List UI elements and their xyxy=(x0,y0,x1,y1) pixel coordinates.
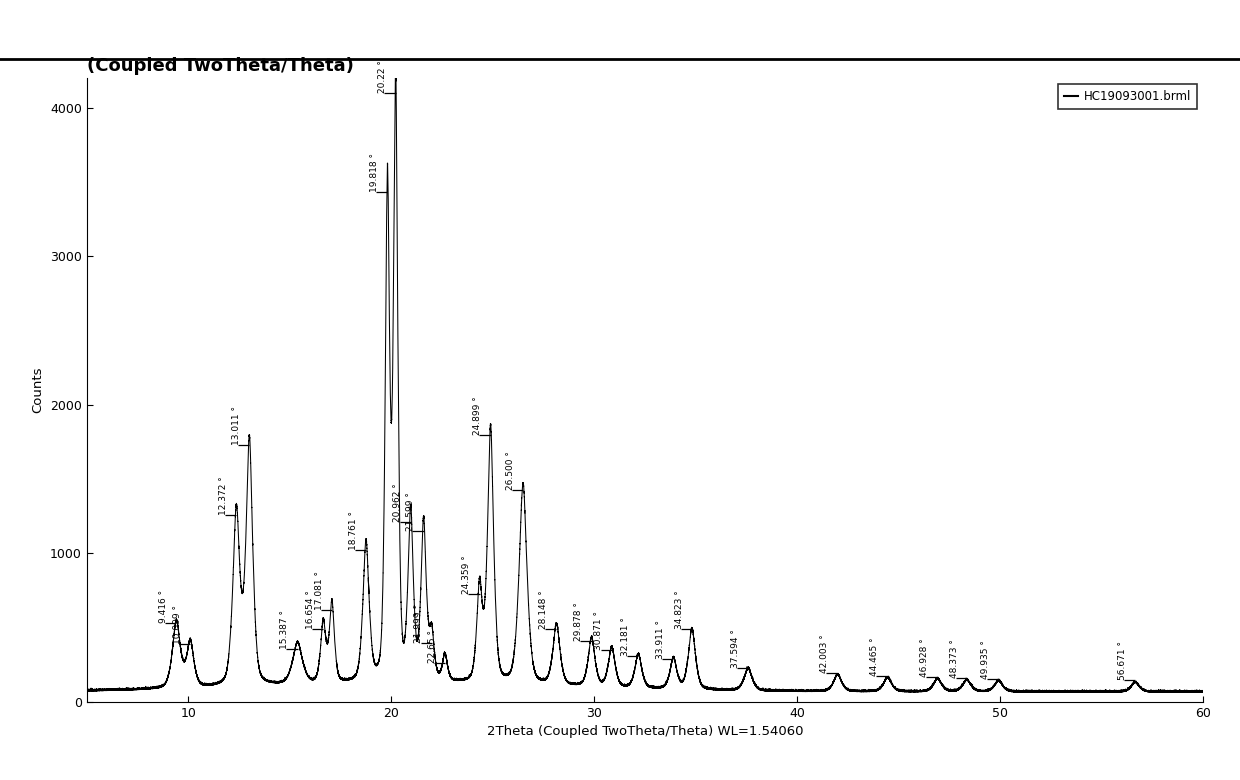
Text: 37.594 °: 37.594 ° xyxy=(730,629,740,668)
Text: 15.387 °: 15.387 ° xyxy=(280,609,289,648)
Text: 49.935 °: 49.935 ° xyxy=(981,640,991,679)
Text: 17.081 °: 17.081 ° xyxy=(315,571,324,610)
Text: 46.928 °: 46.928 ° xyxy=(920,638,929,677)
Text: 18.761 °: 18.761 ° xyxy=(348,512,357,551)
Text: 24.359 °: 24.359 ° xyxy=(463,555,471,594)
Text: 56.671 °: 56.671 ° xyxy=(1118,641,1127,680)
Text: 20.22 °: 20.22 ° xyxy=(378,60,387,93)
Text: 10.099 °: 10.099 ° xyxy=(174,605,182,644)
Text: 13.011 °: 13.011 ° xyxy=(232,406,241,445)
Text: 16.654 °: 16.654 ° xyxy=(306,590,315,629)
Legend: HC19093001.brml: HC19093001.brml xyxy=(1058,84,1197,108)
Text: 44.465 °: 44.465 ° xyxy=(870,637,879,676)
Text: 22.65 °: 22.65 ° xyxy=(428,630,436,663)
Text: 34.823 °: 34.823 ° xyxy=(675,590,683,629)
Text: 42.003 °: 42.003 ° xyxy=(821,634,830,673)
Text: 20.962 °: 20.962 ° xyxy=(393,484,403,523)
Text: 24.899 °: 24.899 ° xyxy=(474,395,482,434)
Text: 12.372 °: 12.372 ° xyxy=(219,476,228,515)
Text: 30.871 °: 30.871 ° xyxy=(594,611,604,650)
Text: 21.999 °: 21.999 ° xyxy=(414,604,423,643)
Text: 28.148 °: 28.148 ° xyxy=(539,590,548,629)
Text: 48.373 °: 48.373 ° xyxy=(950,640,959,679)
Text: (Coupled TwoTheta/Theta): (Coupled TwoTheta/Theta) xyxy=(87,57,353,75)
Text: 29.878 °: 29.878 ° xyxy=(574,602,583,641)
Text: 21.599 °: 21.599 ° xyxy=(407,492,415,531)
Text: 19.818 °: 19.818 ° xyxy=(371,154,379,193)
Text: 33.911 °: 33.911 ° xyxy=(656,620,665,659)
Text: 32.181 °: 32.181 ° xyxy=(621,617,630,656)
Text: 26.500 °: 26.500 ° xyxy=(506,451,515,490)
Y-axis label: Counts: Counts xyxy=(31,367,45,413)
Text: 9.416 °: 9.416 ° xyxy=(159,590,169,623)
X-axis label: 2Theta (Coupled TwoTheta/Theta) WL=1.54060: 2Theta (Coupled TwoTheta/Theta) WL=1.540… xyxy=(486,725,804,739)
